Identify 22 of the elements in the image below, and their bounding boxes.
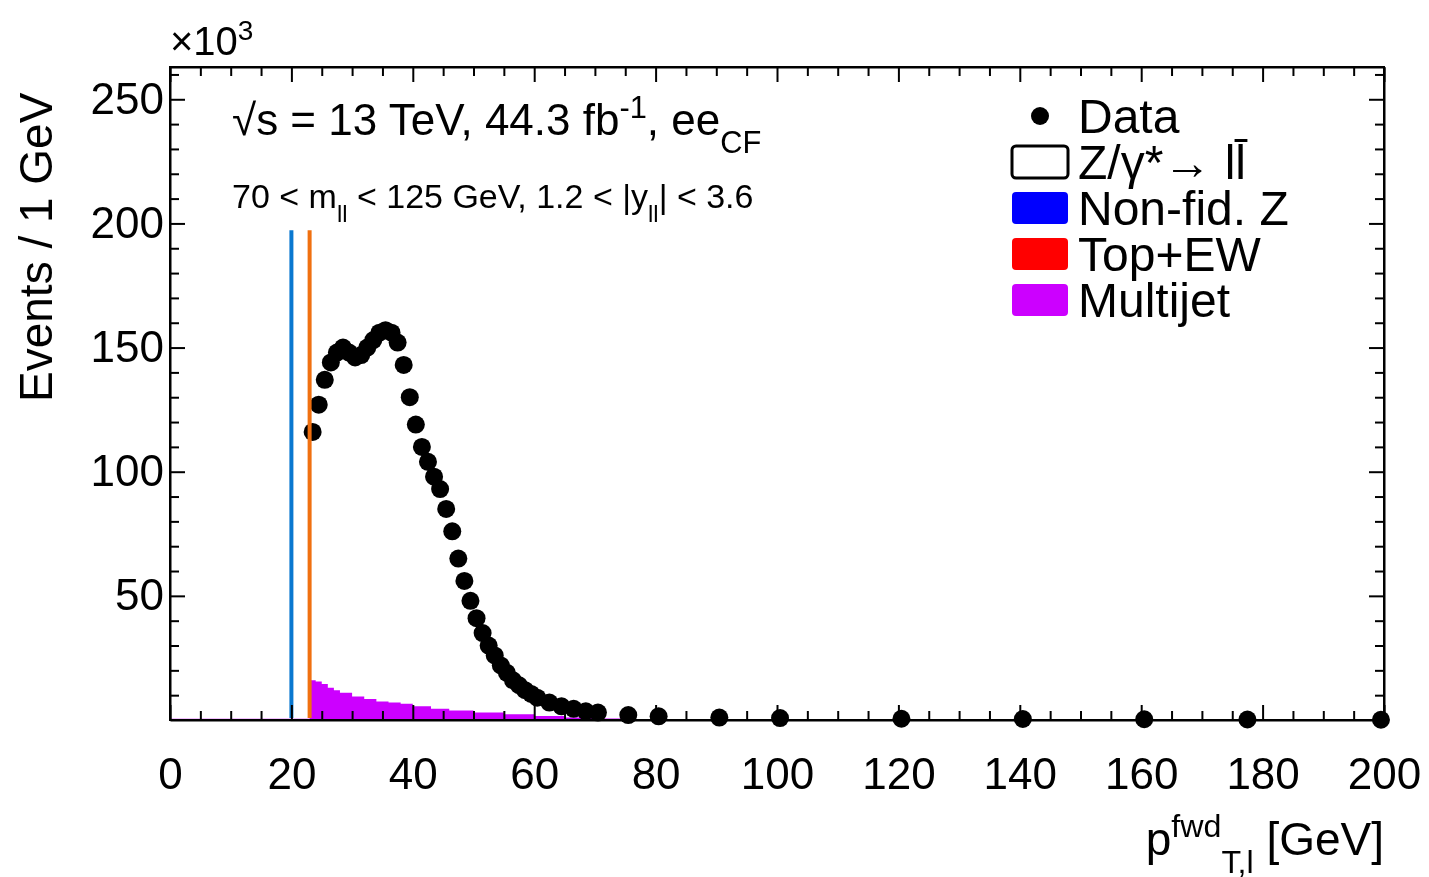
y-tick-label: 150 xyxy=(90,322,164,372)
y-axis-title: Events / 1 GeV xyxy=(10,92,62,402)
x-tick-label: 60 xyxy=(510,749,560,799)
x-tick-label: 160 xyxy=(1104,749,1179,799)
x-tick-label: 20 xyxy=(267,749,317,799)
y-tick-label: 250 xyxy=(90,73,164,123)
annotation: √s = 13 TeV, 44.3 fb$^{-1}$, ee$_{CF}$ xyxy=(232,89,762,160)
x-axis-title: p$^{fwd}$$_{T,l}$ [GeV] xyxy=(1145,808,1384,877)
x-tick-label: 0 xyxy=(158,749,183,799)
legend-label: Data xyxy=(1078,90,1180,143)
x-tick-label: 200 xyxy=(1347,749,1422,799)
x-tick-label: 100 xyxy=(740,749,815,799)
text: ×10$^{3}$ xyxy=(170,14,254,63)
x-tick-label: 120 xyxy=(862,749,936,799)
y-tick-label: 200 xyxy=(90,198,164,247)
y-tick-label: 100 xyxy=(90,446,164,496)
x-tick-label: 80 xyxy=(631,749,681,799)
x-tick-label: 140 xyxy=(983,749,1058,799)
x-tick-label: 40 xyxy=(388,749,438,799)
annotation: 70 < m$_{ll}$ < 125 GeV, 1.2 < |y$_{ll}$| < 3.6 xyxy=(232,177,754,227)
y-tick-label: 50 xyxy=(115,570,164,620)
x-tick-label: 180 xyxy=(1226,749,1300,799)
